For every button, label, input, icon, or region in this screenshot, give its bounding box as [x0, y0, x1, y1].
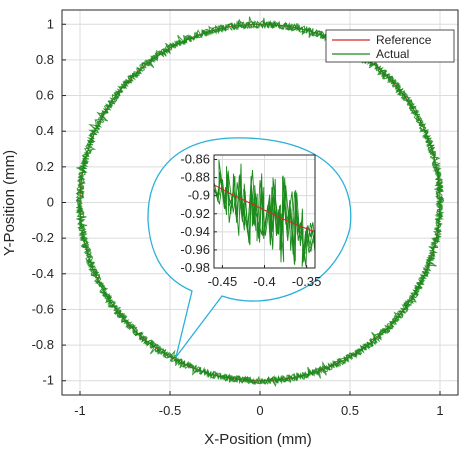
- legend-actual-label: Actual: [376, 47, 409, 61]
- inset-y-tick-label: -0.96: [180, 242, 210, 257]
- inset-actual-trace-pass-3: [214, 172, 316, 267]
- main-y-tick-label: 0: [47, 195, 54, 210]
- inset-x-tick-label: -0.45: [208, 274, 238, 289]
- main-y-tick-label: 0.8: [36, 52, 54, 67]
- inset-x-tick-label: -0.35: [292, 274, 322, 289]
- legend-box: [325, 29, 455, 63]
- main-x-ticks: -1 -0.5 0 0.5 1: [74, 391, 444, 418]
- legend: Reference Actual: [325, 29, 455, 63]
- main-y-tick-label: 0.2: [36, 159, 54, 174]
- inset-y-tick-label: -0.92: [180, 206, 210, 221]
- legend-reference-label: Reference: [376, 33, 432, 47]
- main-x-tick-label: -0.5: [159, 403, 181, 418]
- main-y-ticks: 1 0.8 0.6 0.4 0.2 0 -0.2 -0.4 -0.6 -0.8 -1: [32, 16, 66, 388]
- main-y-tick-label: -1: [42, 373, 54, 388]
- main-x-tick-label: 0.5: [341, 403, 359, 418]
- main-x-tick-label: 1: [436, 403, 443, 418]
- y-axis-title: Y-Position (mm): [1, 150, 18, 256]
- inset-y-tick-label: -0.86: [180, 152, 210, 167]
- inset-y-tick-label: -0.9: [188, 188, 210, 203]
- inset-x-tick-label: -0.4: [253, 274, 275, 289]
- inset-actual-trace-pass-4: [213, 166, 316, 267]
- x-axis-title: X-Position (mm): [204, 431, 312, 448]
- main-y-tick-label: -0.6: [32, 301, 54, 316]
- inset-y-tick-label: -0.88: [180, 170, 210, 185]
- main-x-tick-label: 0: [256, 403, 263, 418]
- inset-y-tick-label: -0.98: [180, 260, 210, 275]
- main-y-tick-label: -0.4: [32, 266, 54, 281]
- inset-y-tick-label: -0.94: [180, 224, 210, 239]
- inset-reference-series: [213, 184, 316, 233]
- main-y-tick-label: 0.6: [36, 88, 54, 103]
- inset-reference-line: [213, 184, 316, 233]
- main-y-tick-label: 1: [47, 16, 54, 31]
- inset-y-ticks: -0.86 -0.88 -0.9 -0.92 -0.94 -0.96 -0.98: [180, 152, 217, 275]
- main-x-tick-label: -1: [74, 403, 86, 418]
- main-y-tick-label: -0.2: [32, 230, 54, 245]
- inset-x-ticks: -0.45 -0.4 -0.35: [208, 265, 322, 289]
- main-y-tick-label: 0.4: [36, 123, 54, 138]
- main-y-tick-label: -0.8: [32, 337, 54, 352]
